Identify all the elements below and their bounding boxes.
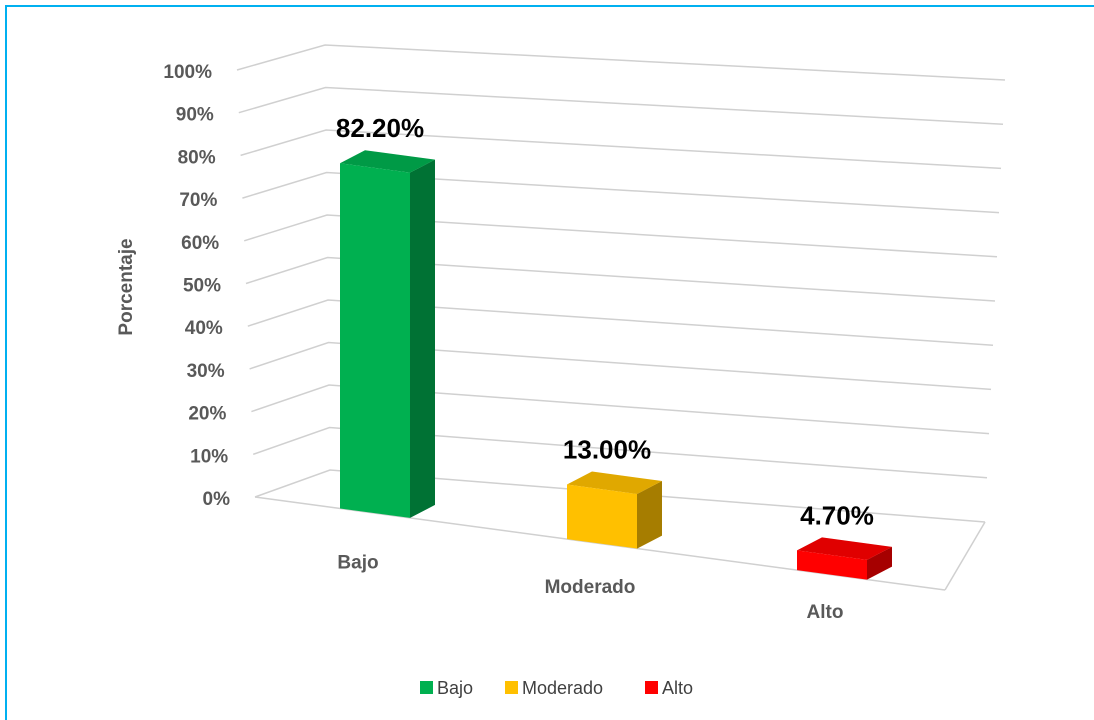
y-tick-label: 10% xyxy=(190,446,228,467)
grid-line xyxy=(243,214,998,258)
x-tick-label: Alto xyxy=(807,602,844,623)
bar-side-shade xyxy=(867,546,892,580)
x-tick-label: Bajo xyxy=(337,552,378,573)
y-tick-label: 100% xyxy=(163,62,212,83)
bar xyxy=(340,163,410,518)
legend-swatch xyxy=(645,681,658,694)
grid-line xyxy=(247,299,994,346)
grid-line xyxy=(249,341,992,391)
legend-swatch xyxy=(420,681,433,694)
bar-top xyxy=(797,537,892,560)
y-tick-label: 30% xyxy=(187,361,225,382)
bar-side-shade xyxy=(410,159,435,518)
frame xyxy=(5,5,1094,720)
bar xyxy=(797,550,867,580)
y-tick-label: 50% xyxy=(183,276,221,297)
bar-side xyxy=(410,159,435,518)
legend-label: Bajo xyxy=(437,678,473,698)
legend-label: Moderado xyxy=(522,678,603,698)
legend-label: Alto xyxy=(662,678,693,698)
floor-edge xyxy=(944,521,986,591)
bar-top-shade xyxy=(567,471,662,494)
grid-line xyxy=(242,171,1000,214)
bar-top xyxy=(567,471,662,494)
grid-line xyxy=(254,469,986,523)
grid-line xyxy=(240,129,1002,170)
y-axis-label: Porcentaje xyxy=(116,238,137,335)
bar-top xyxy=(340,150,435,173)
bar-side xyxy=(637,480,662,549)
bar-top-shade xyxy=(340,150,435,173)
grid-line xyxy=(245,256,996,302)
grid-line xyxy=(238,86,1004,125)
y-tick-label: 80% xyxy=(178,147,216,168)
y-tick-label: 60% xyxy=(181,233,219,254)
bar-top-shade xyxy=(797,537,892,560)
bar-side-shade xyxy=(637,480,662,549)
y-tick-label: 70% xyxy=(179,190,217,211)
y-tick-label: 40% xyxy=(185,318,223,339)
bar-side xyxy=(867,546,892,580)
x-tick-label: Moderado xyxy=(545,577,636,598)
legend-swatch xyxy=(505,681,518,694)
grid-line xyxy=(236,44,1006,81)
data-label: 82.20% xyxy=(336,113,424,143)
data-label: 13.00% xyxy=(563,434,651,464)
y-tick-label: 0% xyxy=(203,489,231,510)
bar xyxy=(567,484,637,549)
grid-line xyxy=(252,426,988,479)
y-tick-label: 20% xyxy=(188,404,226,425)
data-label: 4.70% xyxy=(800,500,874,530)
y-tick-label: 90% xyxy=(176,105,214,126)
grid-line xyxy=(251,384,990,435)
